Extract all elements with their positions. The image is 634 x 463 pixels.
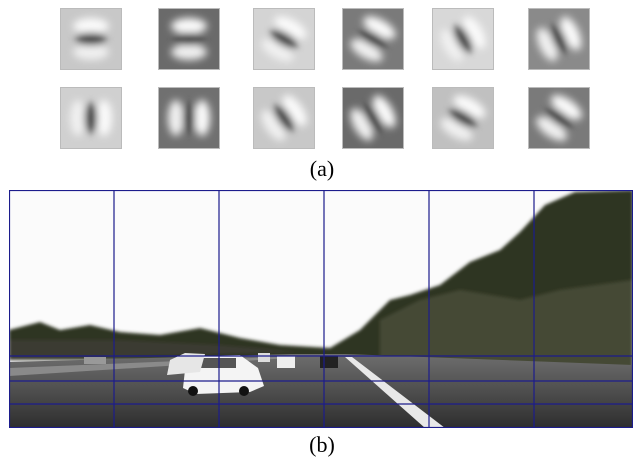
dark-lobe	[183, 103, 195, 133]
filter-patch	[60, 8, 122, 70]
filter-patch	[253, 8, 315, 70]
light-lobe	[194, 100, 210, 136]
road-image	[9, 190, 633, 428]
caption: (b)	[309, 432, 335, 457]
dark-lobe	[85, 103, 97, 133]
dark-lobe	[76, 33, 106, 45]
filter-patch	[432, 8, 494, 70]
filter-patch	[342, 87, 404, 149]
filter-patches	[60, 8, 590, 149]
filter-patch	[342, 8, 404, 70]
light-lobe	[70, 100, 86, 136]
filter-patch	[528, 8, 590, 70]
filter-patch	[158, 87, 220, 149]
figure: (a) (b)	[0, 0, 634, 463]
light-lobe	[171, 44, 207, 60]
filter-patch	[60, 87, 122, 149]
light-lobe	[168, 100, 184, 136]
light-lobe	[171, 18, 207, 34]
filter-patch	[253, 87, 315, 149]
light-lobe	[96, 100, 112, 136]
page: (a) (b) (() => { co	[0, 0, 634, 463]
filter-patch	[432, 87, 494, 149]
caption: (a)	[310, 156, 334, 181]
dark-lobe	[174, 33, 204, 45]
light-lobe	[73, 44, 109, 60]
filter-patch	[528, 87, 590, 149]
light-lobe	[73, 18, 109, 34]
filter-patch	[158, 8, 220, 70]
